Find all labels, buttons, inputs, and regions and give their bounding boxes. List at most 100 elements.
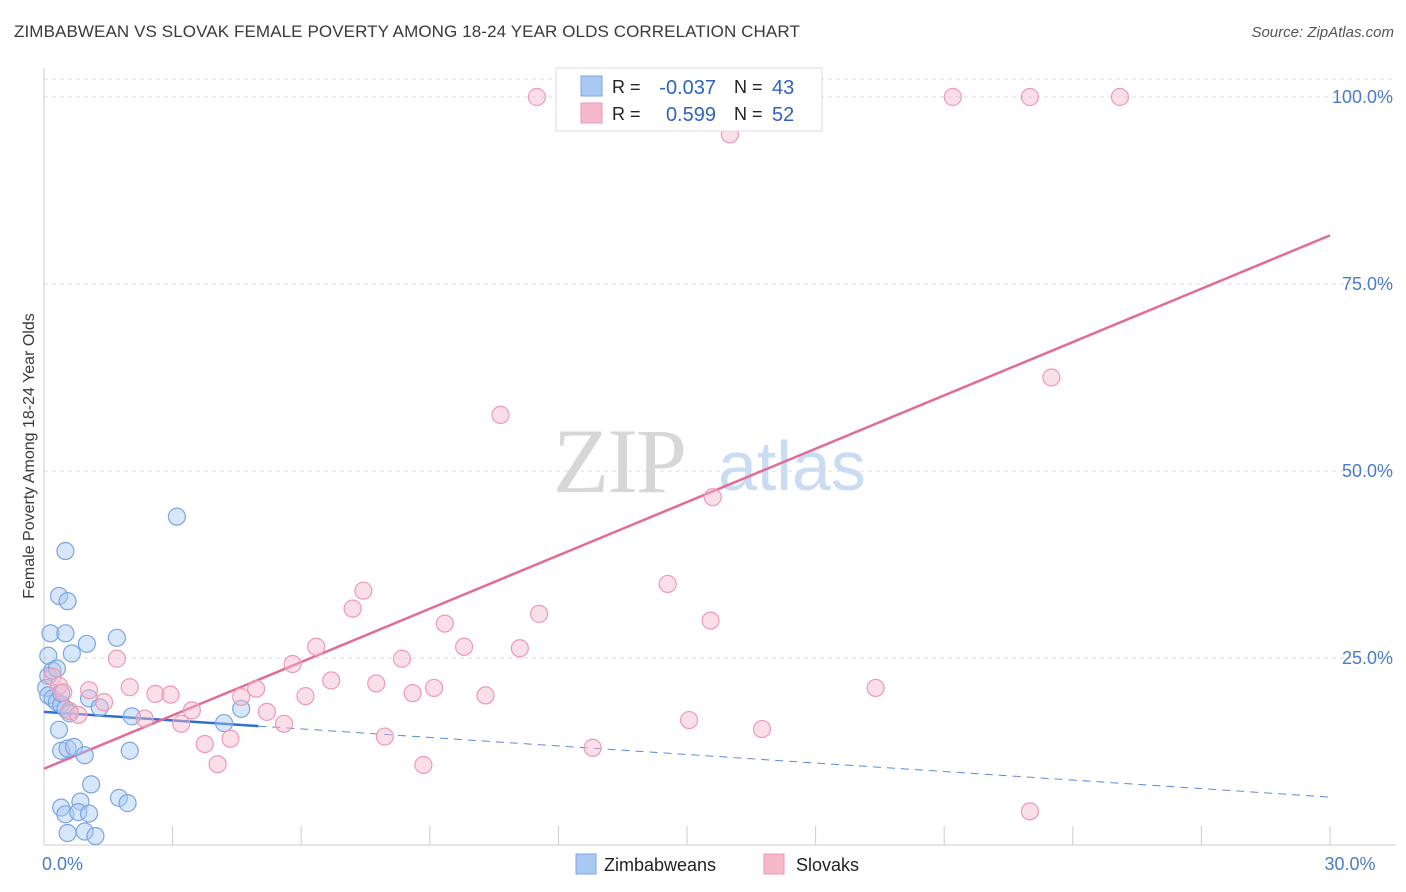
zimbabweans-point-41 — [214, 713, 234, 733]
y-tick-label-3: 100.0% — [1332, 87, 1393, 107]
slovaks-point-14 — [195, 734, 214, 754]
slovaks-point-51 — [1020, 87, 1040, 107]
slovaks-point-53 — [1110, 87, 1130, 107]
slovaks-point-31 — [414, 755, 433, 775]
slovaks-point-7 — [107, 649, 126, 668]
legend-r-label-2: R = — [612, 104, 641, 124]
slovaks-point-37 — [510, 639, 529, 658]
slovaks-point-5 — [79, 681, 99, 700]
slovaks-point-29 — [392, 649, 412, 668]
zimbabweans-point-32 — [86, 826, 105, 846]
slovaks-point-10 — [146, 684, 165, 704]
slovaks-point-8 — [120, 678, 139, 697]
slovaks-point-6 — [94, 693, 114, 712]
legend-r-value-1: -0.037 — [659, 77, 716, 99]
zimbabweans-point-0 — [39, 646, 58, 665]
slovaks-point-52 — [1042, 368, 1061, 387]
slovaks-point-42 — [680, 710, 699, 730]
slovaks-point-41 — [658, 574, 677, 594]
slovaks-point-34 — [454, 637, 474, 656]
slovaks-point-26 — [354, 581, 373, 600]
zimbabweans-point-23 — [75, 746, 94, 765]
zimbabweans-point-31 — [75, 822, 94, 841]
y-tick-label-1: 50.0% — [1342, 461, 1393, 481]
slovaks-point-18 — [247, 679, 266, 698]
slovaks-point-40 — [583, 738, 602, 757]
slovaks-point-16 — [221, 729, 240, 748]
zimbabweans-point-16 — [58, 592, 77, 611]
slovaks-point-28 — [375, 727, 394, 746]
slovaks-point-36 — [491, 405, 510, 424]
slovaks-point-22 — [296, 687, 315, 706]
slovaks-point-50 — [1020, 802, 1040, 821]
slovaks-point-12 — [172, 714, 191, 733]
slovaks-point-48 — [866, 678, 885, 698]
slovaks-point-24 — [322, 671, 341, 690]
slovaks-point-0 — [43, 667, 62, 686]
axis-ticks: 25.0% 50.0% 75.0% 100.0% 0.0% 30.0% — [42, 87, 1393, 874]
slovaks-point-39 — [530, 604, 549, 623]
slovaks-point-2 — [54, 683, 73, 702]
series-legend-swatch-zimbabweans — [575, 853, 597, 875]
series-legend-label-slovaks: Slovaks — [796, 855, 859, 875]
legend-n-value-1: 43 — [772, 77, 794, 99]
zimbabweans-point-24 — [82, 775, 101, 794]
slovaks-point-20 — [274, 714, 294, 733]
slovaks-point-35 — [476, 686, 495, 705]
slovaks-point-33 — [435, 614, 454, 633]
chart-title: ZIMBABWEAN VS SLOVAK FEMALE POVERTY AMON… — [14, 22, 800, 41]
zimbabweans-point-30 — [58, 823, 77, 843]
slovaks-point-17 — [232, 687, 251, 706]
zipatlas-watermark: ZIP atlas — [553, 410, 866, 512]
slovaks-point-15 — [208, 755, 227, 774]
series-legend-label-zimbabweans: Zimbabweans — [604, 855, 716, 875]
watermark-zip: ZIP — [553, 410, 685, 512]
zimbabweans-point-15 — [56, 541, 75, 561]
slovaks-point-38 — [527, 87, 547, 107]
slovaks-point-47 — [752, 719, 772, 739]
slovaks-point-9 — [135, 709, 154, 728]
zimbabweans-point-21 — [58, 739, 77, 758]
zimbabweans-point-14 — [56, 624, 75, 643]
legend-n-value-2: 52 — [772, 104, 794, 126]
series-legend-swatch-slovaks — [763, 853, 785, 875]
zimbabweans-trend-extension — [258, 725, 1331, 798]
slovaks-point-21 — [283, 654, 302, 674]
x-tick-label-0: 0.0% — [42, 854, 83, 874]
slovaks-point-4 — [69, 705, 88, 724]
zimbabweans-point-19 — [49, 720, 69, 739]
zimbabweans-point-17 — [62, 644, 81, 663]
slovaks-trend-line — [43, 234, 1331, 770]
x-tick-label-1: 30.0% — [1324, 854, 1375, 874]
trend-lines — [43, 234, 1331, 798]
slovaks-point-11 — [161, 685, 180, 704]
legend-r-label-1: R = — [612, 77, 641, 97]
zimbabweans-point-37 — [118, 794, 137, 813]
zimbabweans-point-1 — [41, 624, 60, 643]
gridlines — [44, 78, 1396, 659]
slovaks-points — [43, 87, 1130, 821]
legend-r-value-2: 0.599 — [666, 104, 716, 126]
zimbabweans-point-13 — [49, 586, 69, 606]
slovaks-point-13 — [182, 701, 201, 720]
zimbabweans-point-38 — [120, 741, 139, 760]
slovaks-point-25 — [343, 599, 362, 618]
slovaks-point-49 — [943, 87, 962, 107]
legend-swatch-zimbabweans — [580, 75, 603, 97]
legend-swatch-slovaks — [580, 102, 603, 124]
legend-n-label-1: N = — [734, 77, 763, 97]
zimbabweans-point-35 — [107, 628, 126, 647]
correlation-legend: R = -0.037 N = 43 R = 0.599 N = 52 — [555, 67, 823, 132]
y-axis-title: Female Poverty Among 18-24 Year Olds — [21, 313, 38, 599]
watermark-atlas: atlas — [718, 427, 866, 505]
slovaks-point-44 — [703, 488, 722, 507]
source-label: Source: ZipAtlas.com — [1251, 24, 1394, 41]
slovaks-point-27 — [367, 674, 386, 693]
series-legend: Zimbabweans Slovaks — [575, 853, 859, 875]
zimbabweans-points — [37, 507, 251, 846]
slovaks-point-32 — [424, 678, 444, 698]
zimbabweans-point-18 — [77, 634, 96, 653]
slovaks-point-23 — [307, 637, 326, 656]
zimbabweans-point-36 — [109, 788, 129, 807]
